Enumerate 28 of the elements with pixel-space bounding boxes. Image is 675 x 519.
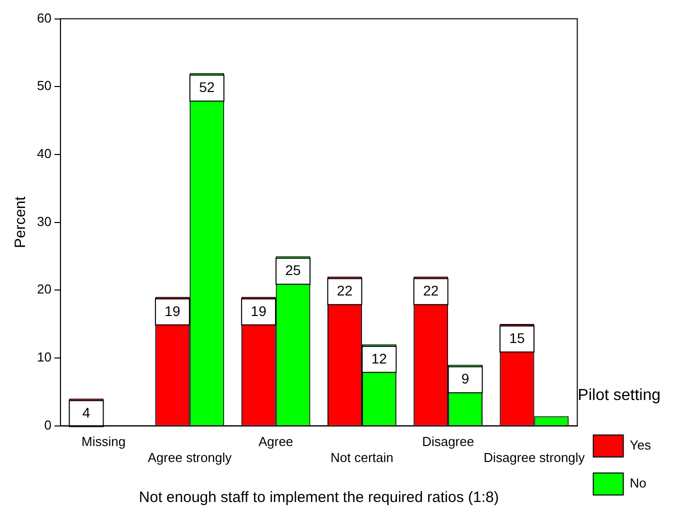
y-tick-label: 30 xyxy=(36,214,52,229)
x-tick-label: Disagree strongly xyxy=(484,450,586,465)
x-tick-label: Not certain xyxy=(330,450,394,465)
y-tick-label: 10 xyxy=(36,350,52,365)
data-label: 22 xyxy=(423,282,439,298)
legend-label: Yes xyxy=(630,438,652,453)
data-label: 19 xyxy=(164,302,180,319)
x-tick-label: Disagree xyxy=(422,434,474,450)
data-label: 19 xyxy=(250,302,267,319)
y-axis-title: Percent xyxy=(12,196,30,248)
y-tick-label: 60 xyxy=(36,10,52,26)
legend-label: No xyxy=(630,476,646,491)
y-tick-label: 20 xyxy=(36,282,52,297)
data-label: 4 xyxy=(82,404,90,421)
x-tick-label: Agree xyxy=(258,434,294,450)
x-axis-title: Not enough staff to implement the required ratios (1:8) xyxy=(138,489,499,506)
data-label: 9 xyxy=(461,370,470,387)
y-tick-label: 0 xyxy=(44,417,52,432)
x-tick-label: Missing xyxy=(81,434,126,450)
legend-title: Pilot setting xyxy=(578,387,661,404)
data-label: 22 xyxy=(336,282,353,298)
data-label: 52 xyxy=(199,78,215,95)
y-tick-label: 40 xyxy=(36,146,52,162)
data-label: 15 xyxy=(509,330,525,346)
data-label: 25 xyxy=(285,262,302,278)
data-label: 12 xyxy=(371,350,388,366)
y-tick-label: 50 xyxy=(36,78,52,94)
x-tick-label: Agree strongly xyxy=(148,450,232,465)
